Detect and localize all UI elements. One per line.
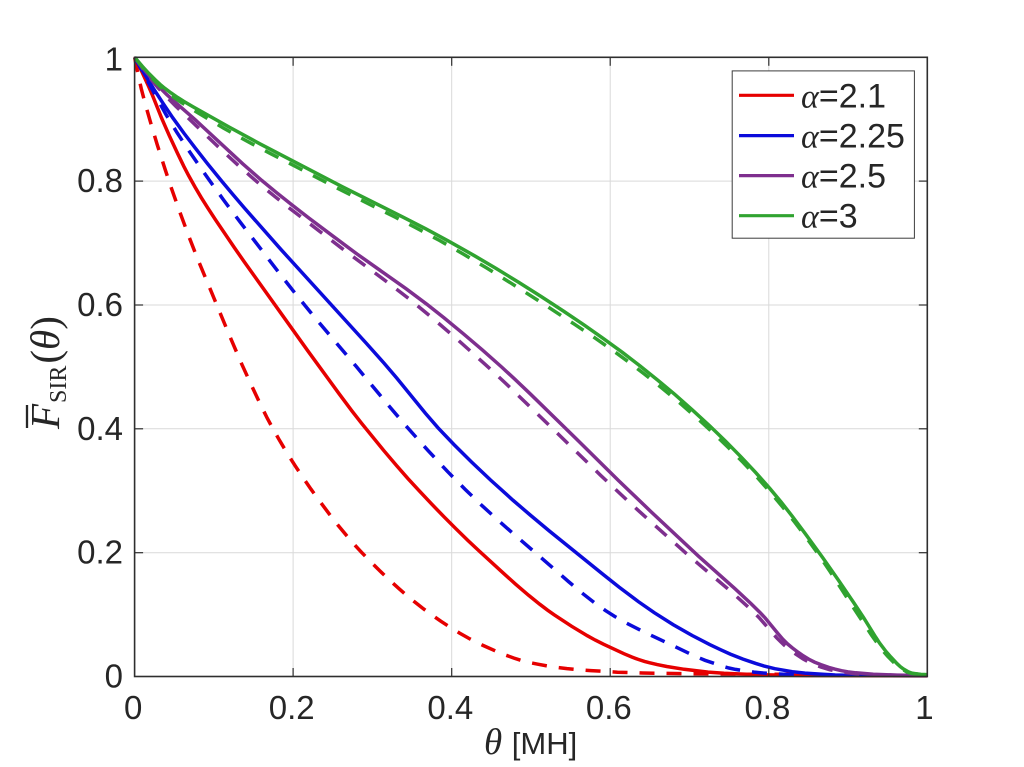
svg-text:θ [MH]: θ [MH] (484, 722, 577, 763)
svg-text:0.8: 0.8 (744, 689, 790, 726)
svg-text:1: 1 (915, 689, 933, 726)
svg-text:α=2.5: α=2.5 (801, 158, 886, 196)
svg-text:0.8: 0.8 (77, 162, 123, 199)
svg-text:0.4: 0.4 (77, 410, 123, 447)
svg-text:α=2.1: α=2.1 (801, 77, 886, 115)
svg-text:α=2.25: α=2.25 (801, 118, 905, 156)
svg-text:0.2: 0.2 (77, 534, 123, 571)
svg-text:α=3: α=3 (801, 198, 858, 236)
svg-text:0.2: 0.2 (269, 689, 315, 726)
svg-text:FSIR(θ): FSIR(θ) (22, 316, 72, 430)
svg-text:0.6: 0.6 (77, 286, 123, 323)
svg-text:1: 1 (105, 40, 123, 77)
svg-text:0: 0 (124, 689, 142, 726)
svg-text:0: 0 (105, 658, 123, 695)
svg-text:0.6: 0.6 (586, 689, 632, 726)
svg-text:0.4: 0.4 (427, 689, 473, 726)
